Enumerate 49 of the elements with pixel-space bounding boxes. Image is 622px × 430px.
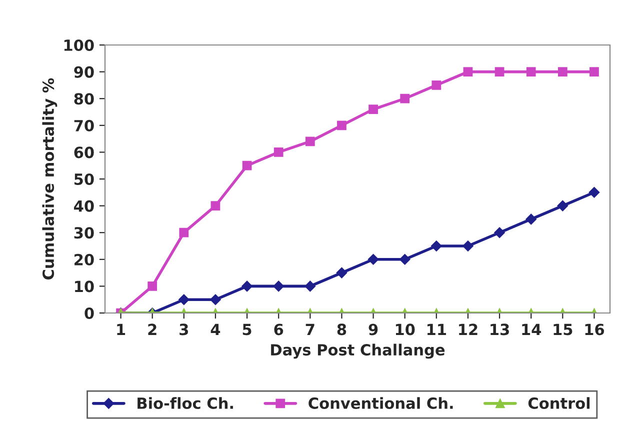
x-tick-label: 7 — [306, 324, 314, 336]
x-axis-title: Days Post Challange — [271, 344, 445, 359]
y-tick-label: 100 — [64, 39, 94, 52]
point — [305, 136, 315, 146]
x-tick-label: 15 — [554, 324, 572, 336]
x-tick-label: 3 — [180, 324, 188, 336]
y-tick-label: 80 — [74, 93, 94, 105]
y-tick-label: 50 — [74, 173, 94, 186]
point — [432, 80, 442, 90]
point — [368, 104, 378, 114]
y-tick-label: 70 — [74, 120, 94, 132]
point — [588, 186, 600, 198]
y-tick-label: 10 — [75, 280, 94, 292]
point — [590, 67, 599, 76]
y-tick-label: 40 — [74, 200, 94, 212]
x-tick-label: 1 — [117, 324, 126, 336]
x-tick-label: 16 — [585, 324, 604, 336]
point — [526, 214, 537, 225]
point — [179, 228, 189, 238]
y-tick-label: 60 — [74, 146, 94, 158]
x-tick-label: 2 — [148, 324, 156, 336]
point — [526, 67, 536, 76]
legend-label: Control — [528, 397, 590, 409]
x-tick-label: 10 — [396, 324, 415, 336]
legend-label: Bio-floc Ch. — [138, 397, 233, 409]
point — [210, 201, 220, 210]
x-tick-label: 6 — [274, 324, 284, 336]
x-tick-label: 8 — [337, 324, 346, 336]
point — [463, 67, 473, 76]
point — [400, 94, 410, 104]
x-tick-label: 14 — [522, 324, 542, 336]
point — [337, 120, 346, 130]
x-tick-label: 5 — [242, 324, 252, 336]
x-tick-label: 11 — [428, 324, 446, 336]
x-tick-label: 13 — [490, 324, 509, 336]
point — [557, 200, 568, 212]
x-tick-label: 9 — [368, 324, 378, 336]
point — [558, 67, 568, 76]
y-axis-title: Cumulative mortality % — [42, 78, 58, 280]
point — [274, 148, 284, 157]
y-tick-label: 90 — [74, 66, 94, 78]
y-tick-label: 20 — [74, 254, 94, 266]
legend-label: Conventional Ch. — [308, 397, 453, 409]
x-tick-label: 4 — [210, 324, 220, 336]
point — [494, 67, 504, 76]
x-tick-label: 12 — [459, 324, 478, 336]
point — [242, 160, 252, 170]
y-tick-label: 30 — [74, 227, 94, 239]
y-tick-label: 0 — [84, 307, 94, 320]
